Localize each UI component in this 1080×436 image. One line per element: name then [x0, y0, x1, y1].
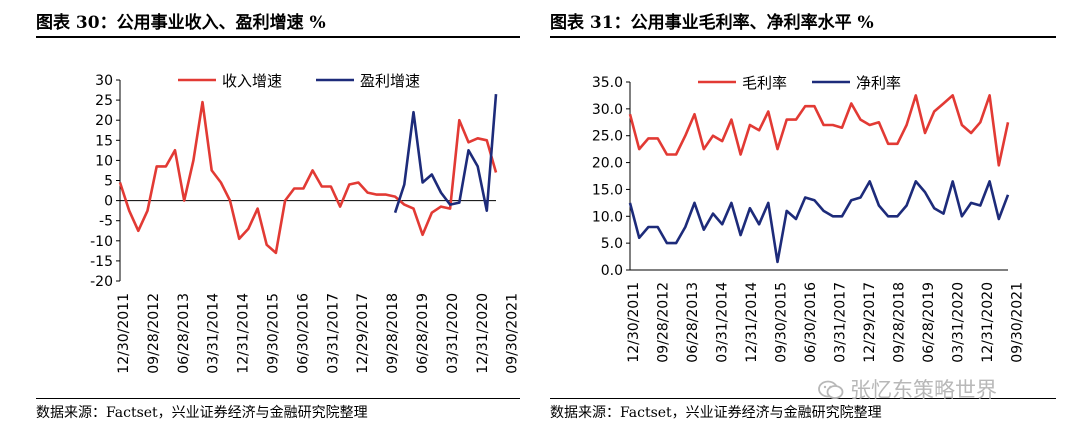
chart31-x-tick-label: 12/31/2014: [744, 282, 760, 363]
chart30-y-tick-label: 0: [104, 194, 113, 210]
chart31-x-tick-label: 03/31/2017: [833, 282, 849, 363]
chart31-y-tick-label: 30.0: [592, 102, 623, 118]
chart30-x-tick-label: 12/29/2017: [355, 293, 371, 374]
chart30-x-tick-label: 09/30/2015: [266, 293, 282, 374]
chart31-title: 图表 31：公用事业毛利率、净利率水平 %: [550, 13, 874, 33]
chart30-x-tick-label: 03/31/2020: [445, 293, 461, 374]
chart31-y-tick-label: 35.0: [592, 75, 623, 91]
chart30-svg: 30 25 20 15 10 5 0 -5 -10 -15 -2012/30/2011 09/28/2…: [90, 72, 521, 374]
chart31-x-tick-label: 09/30/2015: [774, 282, 790, 363]
chart31-y-tick-label: 15.0: [592, 182, 623, 198]
chart31-y-tick-label: 5.0: [601, 236, 623, 252]
chart30-legend-label: 收入增速: [222, 72, 282, 90]
chart31-bottom-rule: [550, 398, 1056, 399]
chart31-svg: 35.0 30.0 25.0 20.0 15.0 10.0 5.0 0.012/30/2011…: [592, 74, 1026, 363]
chart31-x-tick-label: 03/31/2014: [715, 282, 731, 363]
chart30-x-tick-label: 06/30/2016: [295, 293, 311, 374]
chart30-y-tick-label: 10: [95, 153, 113, 169]
chart30-x-tick-label: 06/28/2013: [176, 293, 192, 374]
chart31-series-line-blue: [628, 180, 1010, 264]
chart30-source: 数据来源：Factset，兴业证券经济与金融研究院整理: [36, 405, 368, 421]
chart30-title-rule: [36, 36, 520, 38]
chart30-x-tick-label: 03/31/2014: [206, 293, 222, 374]
chart30-legend-label: 盈利增速: [360, 72, 420, 90]
chart31-series-line-red: [628, 94, 1010, 167]
chart31-x-tick-label: 12/31/2020: [980, 282, 996, 363]
chart30-y-tick-label: 5: [104, 174, 113, 190]
chart31-x-tick-label: 06/30/2016: [803, 282, 819, 363]
watermark: 张忆东策略世界: [818, 374, 997, 404]
chart31-x-tick-label: 12/29/2017: [862, 282, 878, 363]
chart30-series-line-red: [118, 100, 498, 255]
chart30-x-tick-label: 12/31/2020: [475, 293, 491, 374]
chart31-y-tick-label: 25.0: [592, 129, 623, 145]
chart31-y-tick-label: 20.0: [592, 156, 623, 172]
chart31-x-tick-label: 12/30/2011: [626, 282, 642, 363]
chart30-y-tick-label: 15: [95, 133, 113, 149]
chart31-y-tick-label: 10.0: [592, 209, 623, 225]
chart30-x-tick-label: 12/30/2011: [116, 293, 132, 374]
watermark-text: 张忆东策略世界: [850, 378, 997, 402]
chart31-source: 数据来源：Factset，兴业证券经济与金融研究院整理: [550, 405, 882, 421]
chart30-y-tick-label: 20: [95, 113, 113, 129]
chart30-title: 图表 30：公用事业收入、盈利增速 %: [36, 13, 326, 33]
chart31-legend-label: 净利率: [856, 74, 901, 92]
chart30-y-tick-label: -20: [90, 274, 113, 290]
chart31-y-tick-label: 0.0: [601, 263, 623, 279]
chart30-x-tick-label: 12/31/2014: [236, 293, 252, 374]
chart30-x-tick-label: 09/28/2018: [385, 293, 401, 374]
chart30-x-tick-label: 03/31/2017: [325, 293, 341, 374]
chart31-legend-label: 毛利率: [742, 74, 787, 92]
chart31-x-tick-label: 03/31/2020: [951, 282, 967, 363]
chart31-x-tick-label: 06/28/2013: [685, 282, 701, 363]
chart30-x-tick-label: 09/28/2012: [146, 293, 162, 374]
chart30-x-tick-label: 06/28/2019: [415, 293, 431, 374]
chart31-x-tick-label: 09/28/2012: [656, 282, 672, 363]
chart30-y-tick-label: -15: [90, 254, 113, 270]
chart31-x-tick-label: 06/28/2019: [921, 282, 937, 363]
chart31-x-tick-label: 09/30/2021: [1010, 282, 1026, 363]
chart30-y-tick-label: 30: [95, 73, 113, 89]
chart30-bottom-rule: [36, 398, 520, 399]
chart30-y-tick-label: -5: [99, 214, 113, 230]
chart30-y-tick-label: -10: [90, 234, 113, 250]
chart30-x-tick-label: 09/30/2021: [505, 293, 521, 374]
chart30-series-line-blue: [393, 93, 498, 214]
chart31-title-rule: [550, 36, 1056, 38]
chart31-x-tick-label: 09/28/2018: [892, 282, 908, 363]
chart30-y-tick-label: 25: [95, 93, 113, 109]
wechat-icon: [818, 380, 844, 399]
